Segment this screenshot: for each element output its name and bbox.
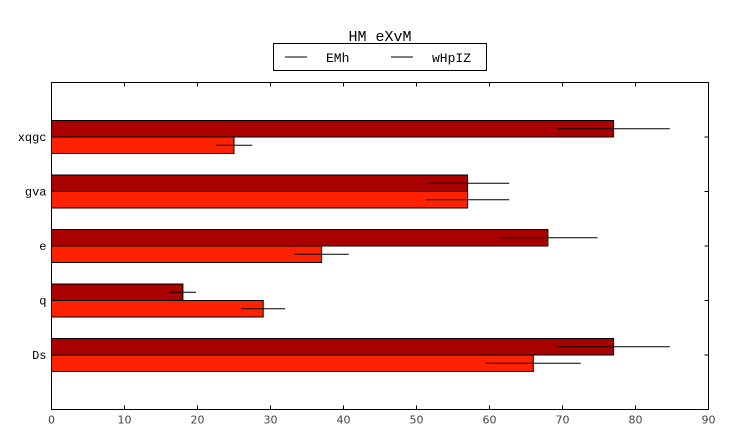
x-tick-label-90: 90	[702, 414, 716, 427]
bar-emh-ds	[51, 354, 534, 372]
legend-box	[273, 43, 487, 71]
chart-title: HM eXvM	[348, 29, 411, 46]
x-tick-label-30: 30	[264, 414, 278, 427]
y-tick-label-q: q	[39, 295, 46, 309]
y-tick-label-gva: gva	[25, 186, 47, 200]
x-tick-label-10: 10	[118, 414, 132, 427]
x-tick-label-70: 70	[556, 414, 570, 427]
bar-whpiz-ds	[51, 338, 615, 356]
x-tick-label-80: 80	[629, 414, 643, 427]
y-tick-label-e: e	[39, 240, 46, 254]
bar-whpiz-e	[51, 229, 549, 247]
bars-layer	[51, 120, 615, 372]
error-bars-layer	[169, 128, 670, 364]
bar-whpiz-gva	[51, 174, 469, 192]
x-tick-label-40: 40	[337, 414, 351, 427]
legend-label-emh: EMh	[326, 51, 349, 66]
y-tick-label-xqgc: xqgc	[18, 131, 47, 145]
bar-emh-e	[51, 245, 323, 263]
legend: EMh wHpIZ	[273, 43, 487, 71]
bar-emh-xqgc	[51, 136, 235, 154]
bar-whpiz-q	[51, 283, 184, 301]
legend-label-whpiz: wHpIZ	[432, 51, 471, 66]
x-axis: 0 10 20 30 40 50 60 70 80 90	[48, 82, 716, 427]
bar-emh-gva	[51, 191, 469, 209]
y-tick-label-ds: Ds	[32, 349, 46, 363]
x-tick-label-20: 20	[191, 414, 205, 427]
x-tick-label-0: 0	[48, 414, 55, 427]
bar-emh-q	[51, 300, 264, 318]
x-tick-label-50: 50	[410, 414, 424, 427]
x-tick-label-60: 60	[483, 414, 497, 427]
bar-whpiz-xqgc	[51, 120, 615, 138]
y-axis: Ds q e gva xqgc	[18, 131, 709, 363]
